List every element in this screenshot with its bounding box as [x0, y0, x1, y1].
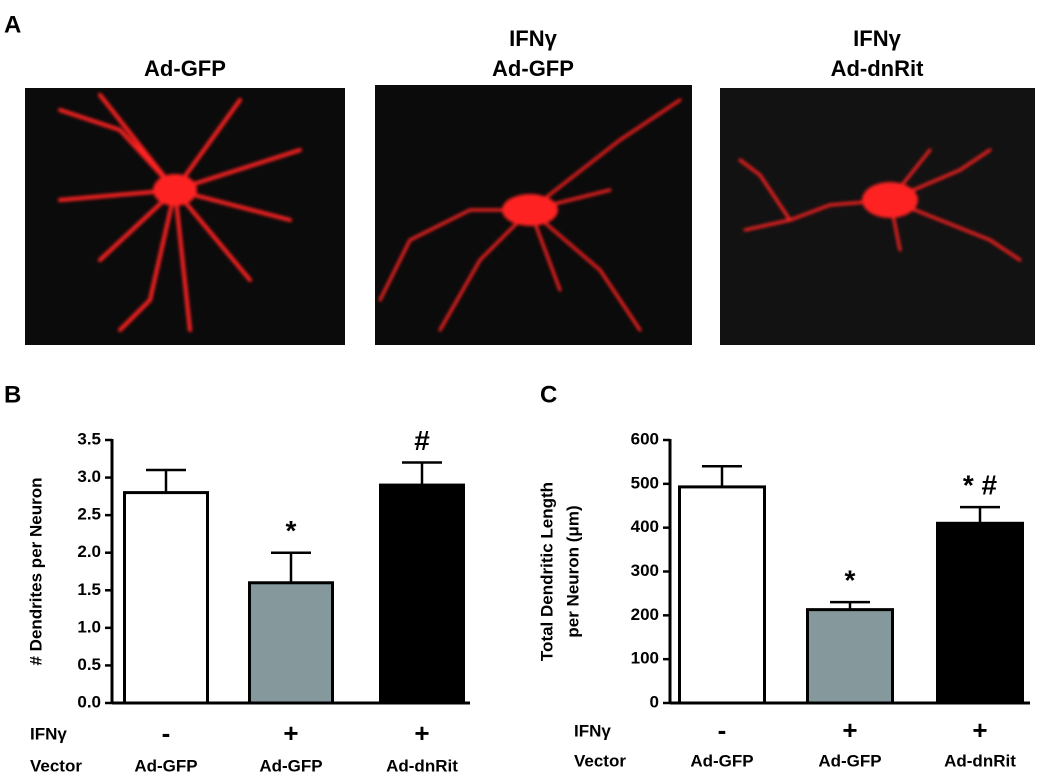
row-label: Vector	[574, 751, 626, 770]
y-tick-label: 500	[631, 473, 659, 492]
y-tick-label: 600	[631, 429, 659, 448]
micrograph	[720, 88, 1035, 345]
micrograph	[375, 85, 692, 345]
y-tick-label: 400	[631, 517, 659, 536]
x-tick-label: Ad-GFP	[134, 756, 197, 775]
significance-mark: #	[414, 425, 430, 456]
treatment-sign: -	[162, 718, 171, 748]
bar	[806, 608, 894, 705]
bar	[936, 521, 1024, 705]
significance-mark: *	[286, 515, 297, 546]
y-tick-label: 0	[650, 692, 659, 711]
image-title: Ad-dnRit	[831, 56, 925, 81]
row-label: IFNγ	[30, 724, 67, 743]
image-title: IFNγ	[853, 26, 901, 51]
image-title: IFNγ	[509, 26, 557, 51]
bar	[678, 485, 766, 705]
y-axis-label: per Neuron (μm)	[563, 505, 582, 637]
significance-mark: * #	[963, 469, 998, 500]
y-tick-label: 0.0	[77, 692, 101, 711]
row-label: Vector	[30, 756, 82, 775]
bar	[248, 581, 334, 705]
image-title: Ad-GFP	[492, 56, 574, 81]
y-axis-label: # Dendrites per Neuron	[26, 478, 45, 666]
x-tick-label: Ad-GFP	[818, 751, 881, 770]
bar	[123, 491, 209, 705]
x-tick-label: Ad-dnRit	[944, 751, 1016, 770]
x-tick-label: Ad-GFP	[690, 751, 753, 770]
y-tick-label: 2.0	[77, 542, 101, 561]
y-tick-label: 3.0	[77, 467, 101, 486]
y-tick-label: 0.5	[77, 655, 101, 674]
significance-mark: *	[845, 565, 856, 596]
panel-label: C	[540, 381, 557, 408]
row-label: IFNγ	[574, 721, 611, 740]
y-tick-label: 2.5	[77, 505, 101, 524]
bar	[379, 483, 465, 705]
treatment-sign: +	[842, 715, 857, 745]
y-tick-label: 200	[631, 605, 659, 624]
x-tick-label: Ad-GFP	[259, 756, 322, 775]
y-tick-label: 1.5	[77, 580, 101, 599]
treatment-sign: +	[283, 718, 298, 748]
panel-label: B	[4, 381, 21, 408]
y-tick-label: 300	[631, 561, 659, 580]
treatment-sign: +	[414, 718, 429, 748]
panel-label: A	[4, 11, 21, 38]
micrograph	[25, 88, 345, 345]
y-tick-label: 100	[631, 649, 659, 668]
treatment-sign: +	[972, 715, 987, 745]
y-axis-label: Total Dendritic Length	[537, 482, 556, 661]
y-tick-label: 3.5	[77, 429, 101, 448]
image-title: Ad-GFP	[144, 56, 226, 81]
x-tick-label: Ad-dnRit	[386, 756, 458, 775]
treatment-sign: -	[718, 715, 727, 745]
y-tick-label: 1.0	[77, 617, 101, 636]
